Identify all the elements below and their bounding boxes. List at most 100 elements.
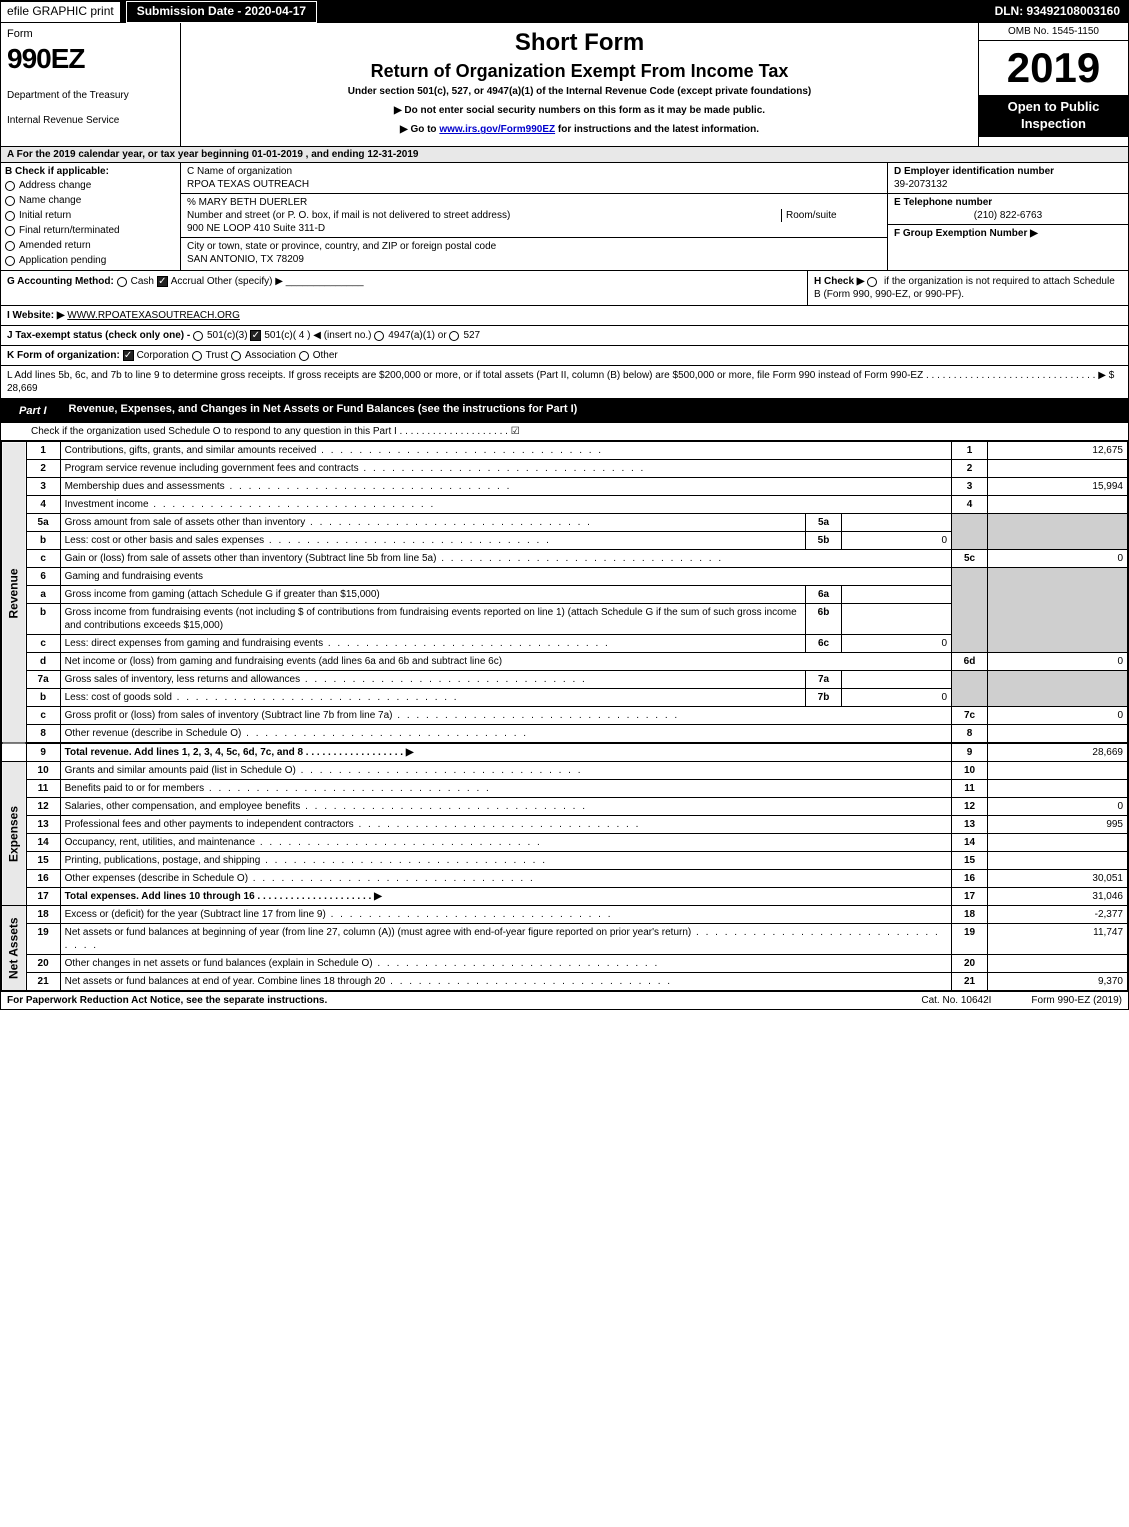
line-10-amt: [988, 762, 1128, 780]
j-527[interactable]: [449, 331, 459, 341]
section-b: B Check if applicable: Address change Na…: [1, 163, 181, 270]
e-label: E Telephone number: [894, 196, 1122, 209]
part-i-sub: Check if the organization used Schedule …: [1, 423, 1128, 441]
org-name: RPOA TEXAS OUTREACH: [187, 178, 881, 191]
line-6-shade: [952, 568, 988, 653]
cash-radio[interactable]: [117, 277, 127, 287]
line-6b-mid: 6b: [806, 604, 842, 635]
line-19-box: 19: [952, 924, 988, 955]
line-5ab-shade: [952, 514, 988, 550]
line-8-box: 8: [952, 725, 988, 744]
line-13-text: Professional fees and other payments to …: [65, 819, 641, 830]
line-5b-mid: 5b: [806, 532, 842, 550]
line-11-num: 11: [26, 780, 60, 798]
line-5b-num: b: [26, 532, 60, 550]
line-12-amt: 0: [988, 798, 1128, 816]
k-trust[interactable]: [192, 351, 202, 361]
k-other[interactable]: [299, 351, 309, 361]
form-990ez-tag: Form 990-EZ (2019): [1031, 994, 1122, 1007]
line-2-box: 2: [952, 460, 988, 478]
line-4-num: 4: [26, 496, 60, 514]
line-15-text: Printing, publications, postage, and shi…: [65, 855, 547, 866]
j-label: J Tax-exempt status (check only one) -: [7, 330, 190, 341]
line-1-text: Contributions, gifts, grants, and simila…: [65, 445, 604, 456]
line-6d-box: 6d: [952, 653, 988, 671]
g-label: G Accounting Method:: [7, 276, 114, 287]
h-check[interactable]: [867, 277, 877, 287]
line-6d-num: d: [26, 653, 60, 671]
line-7b-num: b: [26, 689, 60, 707]
line-9-box: 9: [952, 743, 988, 762]
line-18-box: 18: [952, 906, 988, 924]
line-6b-midamt: [842, 604, 952, 635]
line-7c-amt: 0: [988, 707, 1128, 725]
line-17-amt: 31,046: [988, 888, 1128, 906]
line-20-amt: [988, 955, 1128, 973]
line-21-num: 21: [26, 973, 60, 991]
line-7a-midamt: [842, 671, 952, 689]
line-15-box: 15: [952, 852, 988, 870]
line-16-box: 16: [952, 870, 988, 888]
line-10-text: Grants and similar amounts paid (list in…: [65, 765, 583, 776]
line-5b-midamt: 0: [842, 532, 952, 550]
line-18-amt: -2,377: [988, 906, 1128, 924]
omb-number: OMB No. 1545-1150: [979, 23, 1128, 41]
c-label: C Name of organization: [187, 165, 881, 178]
line-16-num: 16: [26, 870, 60, 888]
line-14-num: 14: [26, 834, 60, 852]
line-7ab-shade: [952, 671, 988, 707]
line-11-box: 11: [952, 780, 988, 798]
row-g-h: G Accounting Method: Cash ✓Accrual Other…: [1, 271, 1128, 306]
check-name-change[interactable]: Name change: [5, 193, 176, 208]
line-21-box: 21: [952, 973, 988, 991]
submission-date-button[interactable]: Submission Date - 2020-04-17: [126, 1, 317, 23]
k-association[interactable]: [231, 351, 241, 361]
line-5a-mid: 5a: [806, 514, 842, 532]
line-8-amt: [988, 725, 1128, 744]
line-3-text: Membership dues and assessments: [65, 481, 512, 492]
form-990ez-page: efile GRAPHIC print Submission Date - 20…: [0, 0, 1129, 1010]
efile-label: efile GRAPHIC print: [1, 2, 120, 22]
care-of: % MARY BETH DUERLER: [187, 196, 881, 209]
line-20-num: 20: [26, 955, 60, 973]
line-21-amt: 9,370: [988, 973, 1128, 991]
other-specify: Other (specify) ▶: [207, 276, 283, 287]
line-5a-midamt: [842, 514, 952, 532]
line-10-num: 10: [26, 762, 60, 780]
line-a-tax-year: A For the 2019 calendar year, or tax yea…: [1, 147, 1128, 163]
website-value[interactable]: WWW.RPOATEXASOUTREACH.ORG: [67, 310, 240, 321]
j-501c3[interactable]: [193, 331, 203, 341]
part-i-tab: Part I: [7, 402, 59, 420]
ein-value: 39-2073132: [894, 178, 1122, 191]
line-7b-mid: 7b: [806, 689, 842, 707]
line-6a-mid: 6a: [806, 586, 842, 604]
line-7c-num: c: [26, 707, 60, 725]
h-label: H Check ▶: [814, 276, 864, 287]
line-5b-text: Less: cost or other basis and sales expe…: [65, 535, 551, 546]
line-6d-amt: 0: [988, 653, 1128, 671]
title-return: Return of Organization Exempt From Incom…: [189, 60, 970, 83]
accrual-check[interactable]: ✓: [157, 276, 168, 287]
line-13-num: 13: [26, 816, 60, 834]
page-footer: For Paperwork Reduction Act Notice, see …: [1, 991, 1128, 1009]
check-final-return[interactable]: Final return/terminated: [5, 223, 176, 238]
j-4947[interactable]: [374, 331, 384, 341]
irs-link[interactable]: www.irs.gov/Form990EZ: [439, 124, 555, 135]
section-b-heading: B Check if applicable:: [5, 165, 176, 178]
check-address-change[interactable]: Address change: [5, 178, 176, 193]
top-bar: efile GRAPHIC print Submission Date - 20…: [1, 1, 1128, 23]
line-6-num: 6: [26, 568, 60, 586]
net-assets-vlabel: Net Assets: [2, 906, 27, 991]
addr-label: Number and street (or P. O. box, if mail…: [187, 209, 781, 222]
line-7c-box: 7c: [952, 707, 988, 725]
f-label: F Group Exemption Number ▶: [894, 227, 1122, 240]
header-center: Short Form Return of Organization Exempt…: [181, 23, 978, 147]
j-501c[interactable]: ✓: [250, 330, 261, 341]
goto-line: ▶ Go to www.irs.gov/Form990EZ for instru…: [189, 123, 970, 136]
check-initial-return[interactable]: Initial return: [5, 208, 176, 223]
line-2-amt: [988, 460, 1128, 478]
line-7b-text: Less: cost of goods sold: [65, 692, 459, 703]
check-application-pending[interactable]: Application pending: [5, 253, 176, 268]
check-amended-return[interactable]: Amended return: [5, 238, 176, 253]
k-corporation[interactable]: ✓: [123, 350, 134, 361]
